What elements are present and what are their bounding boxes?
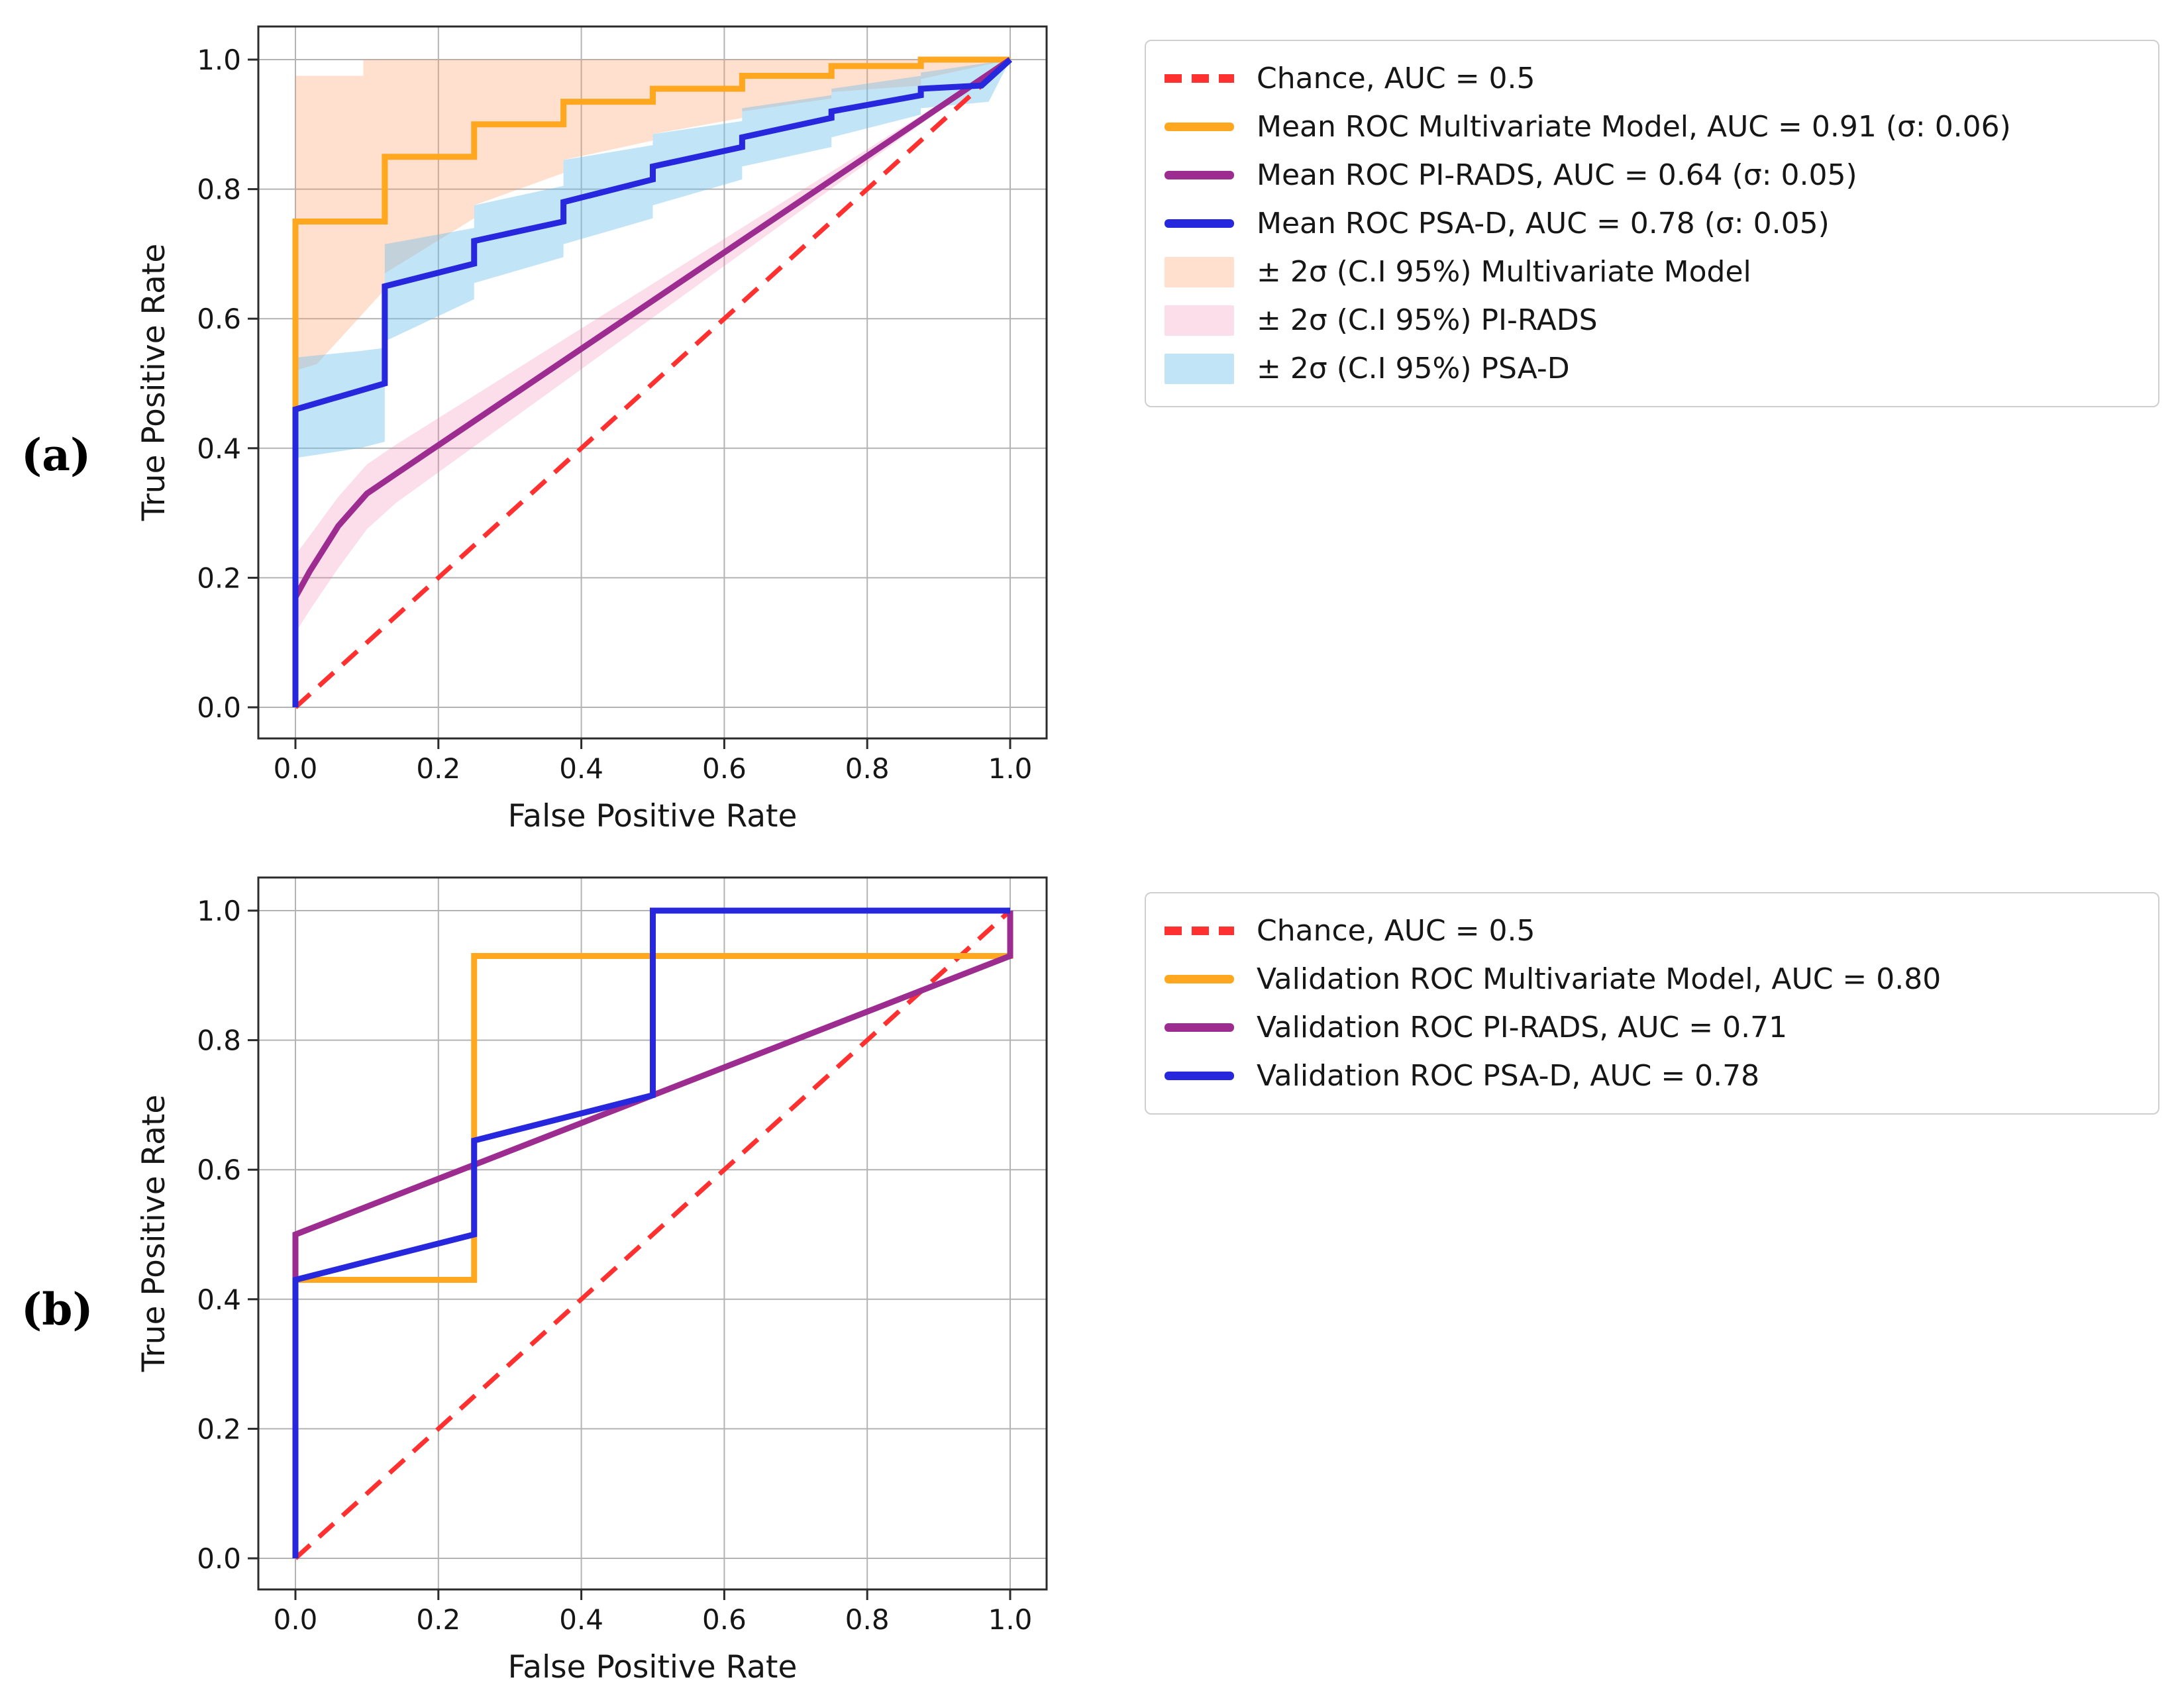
roc-curve-mean-roc-psa-d [292, 57, 1013, 707]
legend-line-swatch [1165, 1023, 1234, 1032]
y-tick-label: 0.8 [197, 1025, 241, 1057]
x-axis-label-a: False Positive Rate [508, 798, 798, 834]
y-tick-label: 0.4 [197, 1283, 241, 1316]
legend-row: ± 2σ (C.I 95%) PSA-D [1165, 344, 2158, 393]
legend-dashed-line-swatch [1165, 74, 1234, 83]
x-tick-label: 0.4 [559, 1603, 603, 1636]
y-tick-label: 0.4 [197, 432, 241, 465]
plot-border [257, 876, 1048, 1591]
y-tick-label: 0.6 [197, 1154, 241, 1186]
x-tick-label: 0.6 [702, 752, 747, 785]
legend-label: Validation ROC PI-RADS, AUC = 0.71 [1257, 1011, 1788, 1044]
legend-panel-a: Chance, AUC = 0.5 Mean ROC Multivariate M… [1145, 40, 2159, 407]
legend-row: Validation ROC PSA-D, AUC = 0.78 [1165, 1052, 2158, 1100]
legend-panel-b: Chance, AUC = 0.5 Validation ROC Multivar… [1145, 892, 2159, 1115]
legend-label: Chance, AUC = 0.5 [1257, 914, 1535, 948]
x-tick-label: 0.0 [274, 752, 318, 785]
roc-plot-b: 0.0 0.2 0.4 0.6 0.8 1.0 0.0 0.2 0.4 0.6 0.8 1.0 Fal… [136, 876, 1048, 1685]
legend-label: Mean ROC PSA-D, AUC = 0.78 (σ: 0.05) [1257, 207, 1830, 240]
legend-row: Mean ROC Multivariate Model, AUC = 0.91 … [1165, 103, 2158, 151]
band-layer-a [295, 60, 1010, 633]
axes-layer-a: 0.0 0.2 0.4 0.6 0.8 1.0 0.0 0.2 0.4 0.6 0.8 1.0 [197, 25, 1048, 785]
roc-curve-chance [293, 909, 1012, 1560]
legend-label: ± 2σ (C.I 95%) Multivariate Model [1257, 255, 1751, 289]
legend-row: ± 2σ (C.I 95%) PI-RADS [1165, 296, 2158, 344]
y-tick-label: 1.0 [197, 44, 241, 76]
x-tick-label: 0.6 [702, 1603, 747, 1636]
y-tick-label: 0.2 [197, 1413, 241, 1445]
y-tick-label: 1.0 [197, 895, 241, 927]
legend-label: Chance, AUC = 0.5 [1257, 62, 1535, 95]
y-tick-label: 0.6 [197, 303, 241, 335]
legend-label: ± 2σ (C.I 95%) PI-RADS [1257, 303, 1598, 337]
legend-line-swatch [1165, 123, 1234, 131]
x-tick-label: 0.0 [274, 1603, 318, 1636]
legend-label: Validation ROC PSA-D, AUC = 0.78 [1257, 1059, 1760, 1093]
confidence-band-ci-psad [295, 60, 1010, 458]
legend-patch-swatch [1165, 353, 1234, 384]
legend-dashed-line-swatch [1165, 927, 1234, 935]
roc-chart-panel-a: 0.0 0.2 0.4 0.6 0.8 1.0 0.0 0.2 0.4 0.6 0.8 1.0 Fal… [0, 0, 1126, 854]
plot-border [257, 25, 1048, 740]
axes-layer-b: 0.0 0.2 0.4 0.6 0.8 1.0 0.0 0.2 0.4 0.6 0.8 1.0 [197, 876, 1048, 1636]
legend-row: Validation ROC PI-RADS, AUC = 0.71 [1165, 1003, 2158, 1052]
legend-patch-swatch [1165, 256, 1234, 287]
legend-patch-swatch [1165, 305, 1234, 336]
legend-label: ± 2σ (C.I 95%) PSA-D [1257, 352, 1570, 385]
x-tick-label: 1.0 [988, 752, 1033, 785]
y-tick-label: 0.2 [197, 562, 241, 594]
legend-label: Validation ROC Multivariate Model, AUC =… [1257, 962, 1942, 996]
roc-curve-chance [293, 58, 1012, 709]
y-tick-label: 0.0 [197, 1542, 241, 1575]
x-axis-label-b: False Positive Rate [508, 1649, 798, 1685]
x-tick-label: 0.8 [845, 752, 890, 785]
x-tick-label: 1.0 [988, 1603, 1033, 1636]
y-axis-label-b: True Positive Rate [136, 1095, 172, 1373]
legend-line-swatch [1165, 975, 1234, 983]
roc-curve-mean-roc-multivariate-model [292, 56, 1010, 707]
y-tick-label: 0.0 [197, 691, 241, 724]
x-tick-label: 0.2 [416, 752, 460, 785]
roc-chart-panel-b: 0.0 0.2 0.4 0.6 0.8 1.0 0.0 0.2 0.4 0.6 0.8 1.0 Fal… [0, 851, 1126, 1705]
legend-label: Mean ROC Multivariate Model, AUC = 0.91 … [1257, 110, 2011, 144]
legend-row: Chance, AUC = 0.5 [1165, 907, 2158, 955]
y-tick-label: 0.8 [197, 174, 241, 206]
roc-curve-validation-roc-psa-d [292, 907, 1010, 1558]
series-layer-b [292, 907, 1013, 1560]
legend-row: Mean ROC PSA-D, AUC = 0.78 (σ: 0.05) [1165, 199, 2158, 248]
grid-layer-a [258, 26, 1047, 738]
legend-row: Mean ROC PI-RADS, AUC = 0.64 (σ: 0.05) [1165, 151, 2158, 199]
x-tick-label: 0.2 [416, 1603, 460, 1636]
roc-plot-a: 0.0 0.2 0.4 0.6 0.8 1.0 0.0 0.2 0.4 0.6 0.8 1.0 Fal… [136, 25, 1048, 834]
legend-line-swatch [1165, 171, 1234, 179]
y-axis-label-a: True Positive Rate [136, 244, 172, 522]
legend-row: Validation ROC Multivariate Model, AUC =… [1165, 955, 2158, 1003]
panel-a-label: (a) [21, 429, 91, 481]
x-tick-label: 0.4 [559, 752, 603, 785]
panel-b-label: (b) [21, 1283, 93, 1335]
legend-line-swatch [1165, 219, 1234, 228]
legend-line-swatch [1165, 1072, 1234, 1080]
legend-label: Mean ROC PI-RADS, AUC = 0.64 (σ: 0.05) [1257, 158, 1857, 192]
legend-row: Chance, AUC = 0.5 [1165, 54, 2158, 103]
x-tick-label: 0.8 [845, 1603, 890, 1636]
series-layer-a [292, 56, 1013, 709]
legend-row: ± 2σ (C.I 95%) Multivariate Model [1165, 248, 2158, 296]
